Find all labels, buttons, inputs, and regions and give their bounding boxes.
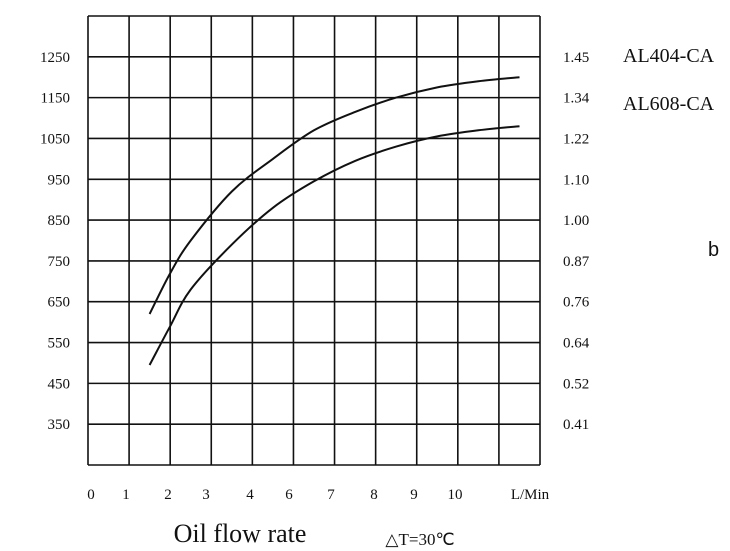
y-left-tick-label: 750 [48,254,71,270]
x-tick-label: 7 [327,487,335,503]
x-tick-label: 3 [202,487,210,503]
chart-curves [148,76,520,366]
delta-t-note: △T=30℃ [385,530,454,549]
series-label-al608-ca: AL608-CA [623,93,715,115]
y-left-tick-label: 1150 [41,91,70,107]
y-right-tick-label: 0.41 [563,417,589,433]
y-right-tick-label: 0.87 [563,254,590,270]
y-right-tick-label: 1.34 [563,91,590,107]
series-line-al404-ca [148,76,520,315]
y-left-tick-label: 650 [48,295,71,311]
x-axis-title: Oil flow rate [174,519,307,548]
y-right-tick-label: 0.64 [563,336,590,352]
x-unit-label: L/Min [511,487,550,503]
x-tick-label: 2 [164,487,172,503]
x-tick-label: 6 [285,487,293,503]
y-left-tick-label: 450 [48,376,71,392]
x-tick-label: 0 [87,487,95,503]
y-right-tick-label: 1.45 [563,50,589,66]
series-line-al608-ca [148,125,520,366]
y-right-tick-label: 0.52 [563,376,589,392]
y-left-tick-label: 1250 [40,50,70,66]
x-tick-label: 10 [448,487,463,503]
x-tick-label: 4 [246,487,254,503]
side-mark-label: b [708,239,719,261]
x-tick-label: 8 [370,487,378,503]
y-right-tick-label: 0.76 [563,295,590,311]
chart-grid [87,15,541,466]
y-right-tick-label: 1.10 [563,172,589,188]
y-right-tick-label: 1.00 [563,213,589,229]
y-left-tick-label: 550 [48,336,71,352]
y-left-tick-label: 350 [48,417,71,433]
y-right-tick-label: 1.22 [563,131,589,147]
x-tick-label: 9 [410,487,418,503]
series-label-al404-ca: AL404-CA [623,45,715,67]
y-left-tick-label: 1050 [40,131,70,147]
chart-labels: 1250 1150 1050 950 850 750 650 550 450 350 1.45 1.3… [40,45,719,549]
x-tick-label: 1 [122,487,130,503]
y-left-tick-label: 850 [48,213,71,229]
y-left-tick-label: 950 [48,172,71,188]
